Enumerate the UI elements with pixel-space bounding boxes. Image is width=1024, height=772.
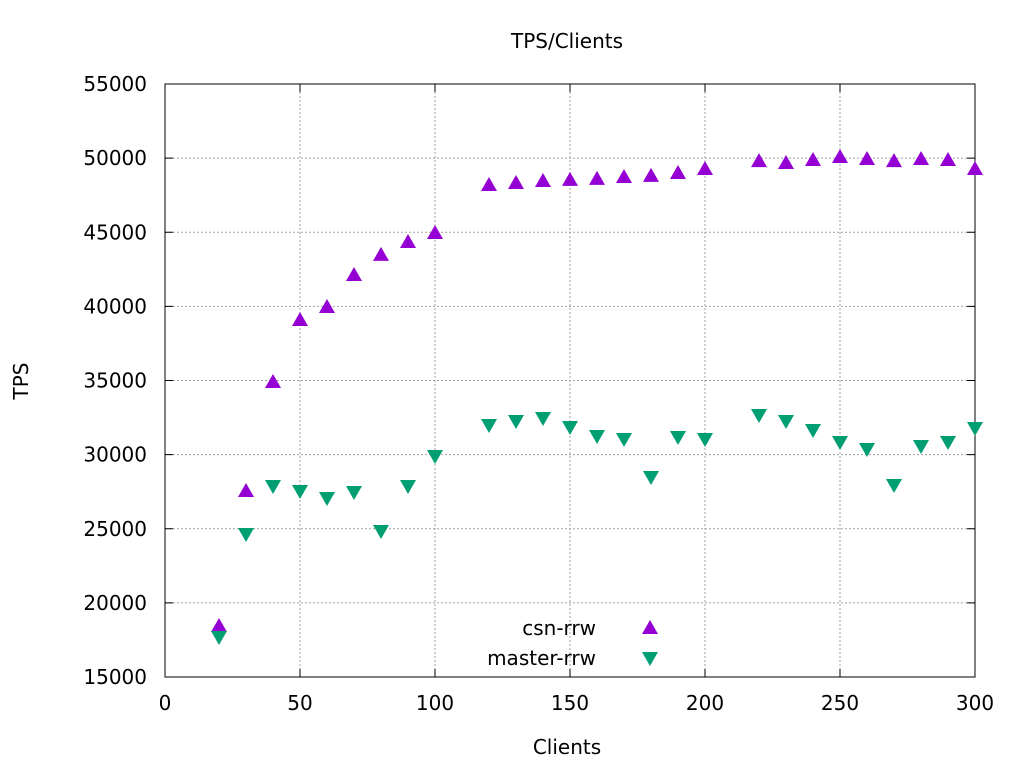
data-point: [751, 153, 767, 168]
y-tick-label: 35000: [83, 369, 147, 393]
data-point: [535, 172, 551, 187]
data-point: [508, 175, 524, 190]
data-point: [238, 482, 254, 497]
data-point: [292, 484, 308, 499]
data-point: [616, 433, 632, 448]
data-point: [913, 440, 929, 455]
series-master-rrw: [211, 409, 983, 645]
data-point: [481, 418, 497, 433]
data-point: [400, 480, 416, 495]
x-tick-label: 50: [287, 691, 312, 715]
y-tick-label: 40000: [83, 294, 147, 318]
x-tick-label: 250: [821, 691, 859, 715]
data-point: [319, 298, 335, 313]
data-point: [616, 168, 632, 183]
x-tick-label: 0: [159, 691, 172, 715]
legend-marker: [642, 620, 658, 634]
data-point: [481, 176, 497, 191]
y-tick-label: 50000: [83, 146, 147, 170]
data-point: [319, 492, 335, 507]
y-tick-label: 45000: [83, 220, 147, 244]
data-point: [832, 148, 848, 163]
data-point: [589, 170, 605, 185]
data-point: [211, 630, 227, 645]
y-tick-label: 20000: [83, 591, 147, 615]
data-point: [238, 527, 254, 542]
y-axis-label: TPS: [9, 363, 33, 401]
data-point: [589, 429, 605, 444]
data-point: [562, 421, 578, 436]
data-point: [643, 471, 659, 486]
legend-marker: [642, 652, 658, 666]
data-point: [265, 480, 281, 495]
series-csn-rrw: [211, 148, 983, 633]
data-point: [643, 167, 659, 182]
data-point: [778, 155, 794, 170]
data-point: [805, 424, 821, 439]
data-point: [562, 171, 578, 186]
x-axis-label: Clients: [533, 735, 601, 759]
legend-label: csn-rrw: [522, 616, 596, 640]
x-tick-label: 200: [686, 691, 724, 715]
data-point: [886, 153, 902, 168]
data-point: [778, 414, 794, 429]
data-point: [346, 266, 362, 281]
y-tick-label: 15000: [83, 665, 147, 689]
data-point: [427, 449, 443, 464]
grid: [165, 84, 975, 677]
legend-label: master-rrw: [487, 646, 596, 670]
data-point: [373, 246, 389, 261]
data-point: [346, 485, 362, 500]
data-point: [508, 414, 524, 429]
data-point: [967, 160, 983, 175]
chart-title: TPS/Clients: [510, 29, 623, 53]
data-point: [967, 421, 983, 436]
x-tick-label: 300: [956, 691, 994, 715]
data-point: [940, 436, 956, 451]
data-point: [670, 164, 686, 179]
ticks: 0 50 100 150 200 250 300 15000 20000 25000 30000 35…: [83, 72, 994, 715]
data-point: [697, 160, 713, 175]
legend: csn-rrw master-rrw: [487, 616, 658, 670]
data-point: [427, 224, 443, 239]
data-point: [670, 430, 686, 445]
data-point: [913, 151, 929, 166]
x-tick-label: 150: [551, 691, 589, 715]
data-point: [886, 479, 902, 494]
data-point: [751, 409, 767, 424]
data-point: [292, 312, 308, 327]
data-point: [832, 436, 848, 451]
x-tick-label: 100: [416, 691, 454, 715]
data-point: [211, 618, 227, 633]
data-point: [697, 433, 713, 448]
data-point: [265, 373, 281, 388]
y-tick-label: 55000: [83, 72, 147, 96]
y-tick-label: 25000: [83, 517, 147, 541]
data-point: [400, 234, 416, 249]
data-point: [940, 152, 956, 167]
data-points: [211, 148, 983, 645]
data-point: [805, 152, 821, 167]
data-point: [859, 151, 875, 166]
data-point: [535, 412, 551, 427]
y-tick-label: 30000: [83, 443, 147, 467]
data-point: [859, 442, 875, 457]
data-point: [373, 524, 389, 539]
